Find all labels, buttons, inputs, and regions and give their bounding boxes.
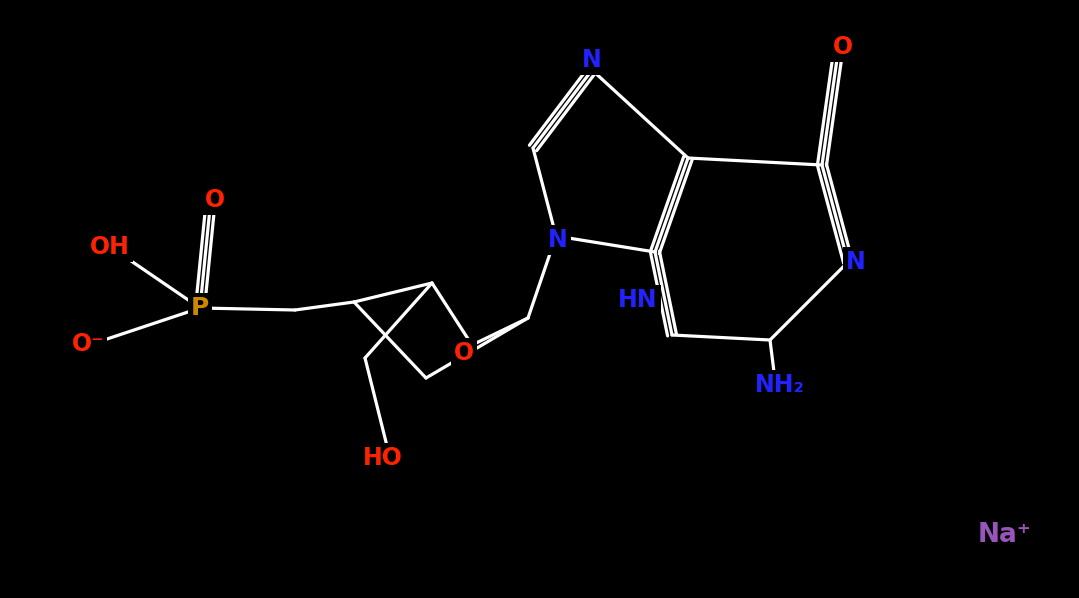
Text: Na⁺: Na⁺: [979, 522, 1032, 548]
Text: N: N: [846, 250, 865, 274]
Text: HO: HO: [363, 446, 402, 470]
Text: O: O: [205, 188, 226, 212]
Text: P: P: [191, 296, 209, 320]
Text: O: O: [454, 341, 474, 365]
Text: HN: HN: [618, 288, 658, 312]
Text: N: N: [583, 48, 602, 72]
Text: OH: OH: [90, 235, 129, 259]
Text: N: N: [548, 228, 568, 252]
Text: O: O: [833, 35, 853, 59]
Text: NH₂: NH₂: [755, 373, 805, 397]
Text: O⁻: O⁻: [71, 332, 105, 356]
